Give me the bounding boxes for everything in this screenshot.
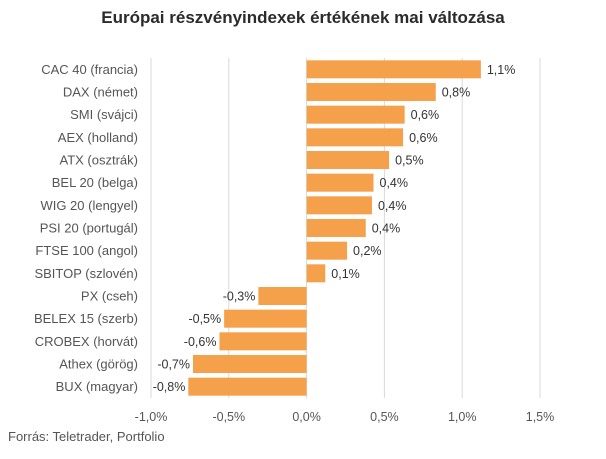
x-tick-label: 0,5%	[370, 410, 399, 424]
bar	[306, 105, 405, 124]
bar	[306, 173, 374, 192]
data-label: 0,5%	[395, 154, 424, 168]
category-label: AEX (holland)	[58, 130, 138, 145]
data-label: 0,6%	[411, 108, 440, 122]
data-label: 0,2%	[353, 244, 382, 258]
bar	[306, 60, 481, 79]
bar	[306, 196, 372, 215]
category-label: CAC 40 (francia)	[41, 62, 138, 77]
bar	[306, 83, 436, 101]
category-label: FTSE 100 (angol)	[35, 243, 138, 258]
category-label: BEL 20 (belga)	[52, 175, 138, 190]
category-label: BUX (magyar)	[56, 379, 138, 394]
bar	[219, 332, 307, 351]
data-label: -0,6%	[184, 335, 217, 349]
category-label: WIG 20 (lengyel)	[40, 198, 138, 213]
data-label: -0,5%	[188, 312, 221, 326]
bar	[193, 355, 307, 373]
x-tick-label: -0,5%	[212, 410, 245, 424]
category-label: SMI (svájci)	[70, 107, 138, 122]
data-label: -0,7%	[157, 358, 190, 372]
data-label: -0,8%	[153, 380, 186, 394]
bar	[306, 151, 390, 169]
category-label: Athex (görög)	[59, 357, 138, 372]
data-label: 0,4%	[378, 199, 407, 213]
category-label: SBITOP (szlovén)	[34, 266, 138, 281]
data-label: -0,3%	[223, 290, 256, 304]
bar	[258, 287, 307, 305]
category-label: PSI 20 (portugál)	[40, 221, 138, 236]
category-label: CROBEX (horvát)	[35, 334, 138, 349]
chart-title: Európai részvényindexek értékének mai vá…	[101, 8, 505, 27]
category-label: ATX (osztrák)	[60, 153, 139, 168]
category-label: PX (cseh)	[81, 289, 138, 304]
bar	[306, 241, 348, 260]
bar	[188, 377, 307, 396]
category-label: BELEX 15 (szerb)	[34, 311, 138, 326]
x-tick-label: 0,0%	[292, 410, 321, 424]
bar	[306, 128, 404, 147]
x-tick-label: -1,0%	[135, 410, 168, 424]
bar	[306, 264, 326, 283]
x-tick-label: 1,5%	[526, 410, 555, 424]
bar	[306, 219, 366, 237]
bar	[224, 309, 307, 328]
data-label: 0,1%	[331, 267, 360, 281]
source-note: Forrás: Teletrader, Portfolio	[8, 429, 165, 444]
data-label: 0,4%	[380, 176, 409, 190]
data-label: 0,6%	[409, 131, 438, 145]
data-label: 0,4%	[372, 222, 401, 236]
category-label: DAX (német)	[63, 85, 138, 100]
data-label: 1,1%	[487, 63, 516, 77]
data-label: 0,8%	[442, 86, 471, 100]
x-tick-label: 1,0%	[448, 410, 477, 424]
